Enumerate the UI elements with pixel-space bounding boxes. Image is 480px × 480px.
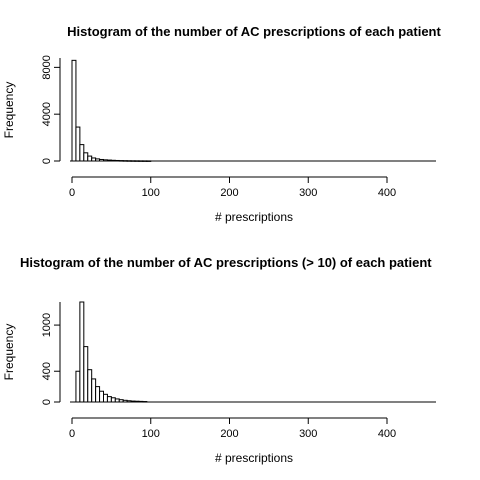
- chart-1-bar: [83, 152, 89, 162]
- chart-2-x-label: # prescriptions: [215, 451, 293, 465]
- chart-1-y-label: Frequency: [2, 82, 16, 139]
- chart-2-y-tick-label: 0: [41, 399, 53, 405]
- chart-1-x-tick-label: 0: [69, 187, 75, 199]
- chart-2-bar: [87, 369, 93, 403]
- chart-2-y-tick-label: 400: [41, 362, 53, 380]
- chart-2-y-tick-label: 1000: [41, 313, 53, 337]
- chart-1-y-tick-label: 0: [41, 158, 53, 164]
- chart-2-bar: [83, 346, 89, 403]
- chart-2-bar: [79, 301, 85, 403]
- chart-2-bar: [106, 396, 112, 403]
- chart-2-bar: [110, 397, 116, 403]
- chart-1-x-label: # prescriptions: [215, 210, 293, 224]
- chart-1-bar: [75, 126, 81, 162]
- chart-1-bar: [79, 144, 85, 162]
- chart-1-x-tick-label: 200: [220, 187, 238, 199]
- chart-1-bar: [71, 59, 77, 162]
- chart-2-title: Histogram of the number of AC prescripti…: [20, 255, 432, 270]
- chart-1-bar: [87, 155, 93, 162]
- chart-2-bar: [91, 378, 97, 403]
- chart-1-y-tick-label: 8000: [41, 55, 53, 79]
- chart-2-y-label: Frequency: [2, 324, 16, 381]
- chart-2-x-tick-label: 200: [220, 428, 238, 440]
- chart-1-title: Histogram of the number of AC prescripti…: [67, 24, 441, 39]
- chart-1-x-tick-label: 100: [142, 187, 160, 199]
- chart-1-x-tick-label: 400: [378, 187, 396, 199]
- chart-2-bar: [103, 393, 108, 403]
- chart-2-x-tick-label: 100: [142, 428, 160, 440]
- chart-2-x-tick-label: 0: [69, 428, 75, 440]
- chart-1-y-tick-label: 4000: [41, 102, 53, 126]
- chart-2-bar: [99, 390, 104, 403]
- chart-2-x-tick-label: 300: [299, 428, 317, 440]
- histogram-2: Histogram of the number of AC prescripti…: [2, 255, 436, 465]
- chart-1-x-tick-label: 300: [299, 187, 317, 199]
- chart-2-bar: [95, 386, 101, 403]
- histogram-1: Histogram of the number of AC prescripti…: [2, 24, 442, 224]
- chart-2-x-tick-label: 400: [378, 428, 396, 440]
- chart-2-bar: [75, 370, 81, 403]
